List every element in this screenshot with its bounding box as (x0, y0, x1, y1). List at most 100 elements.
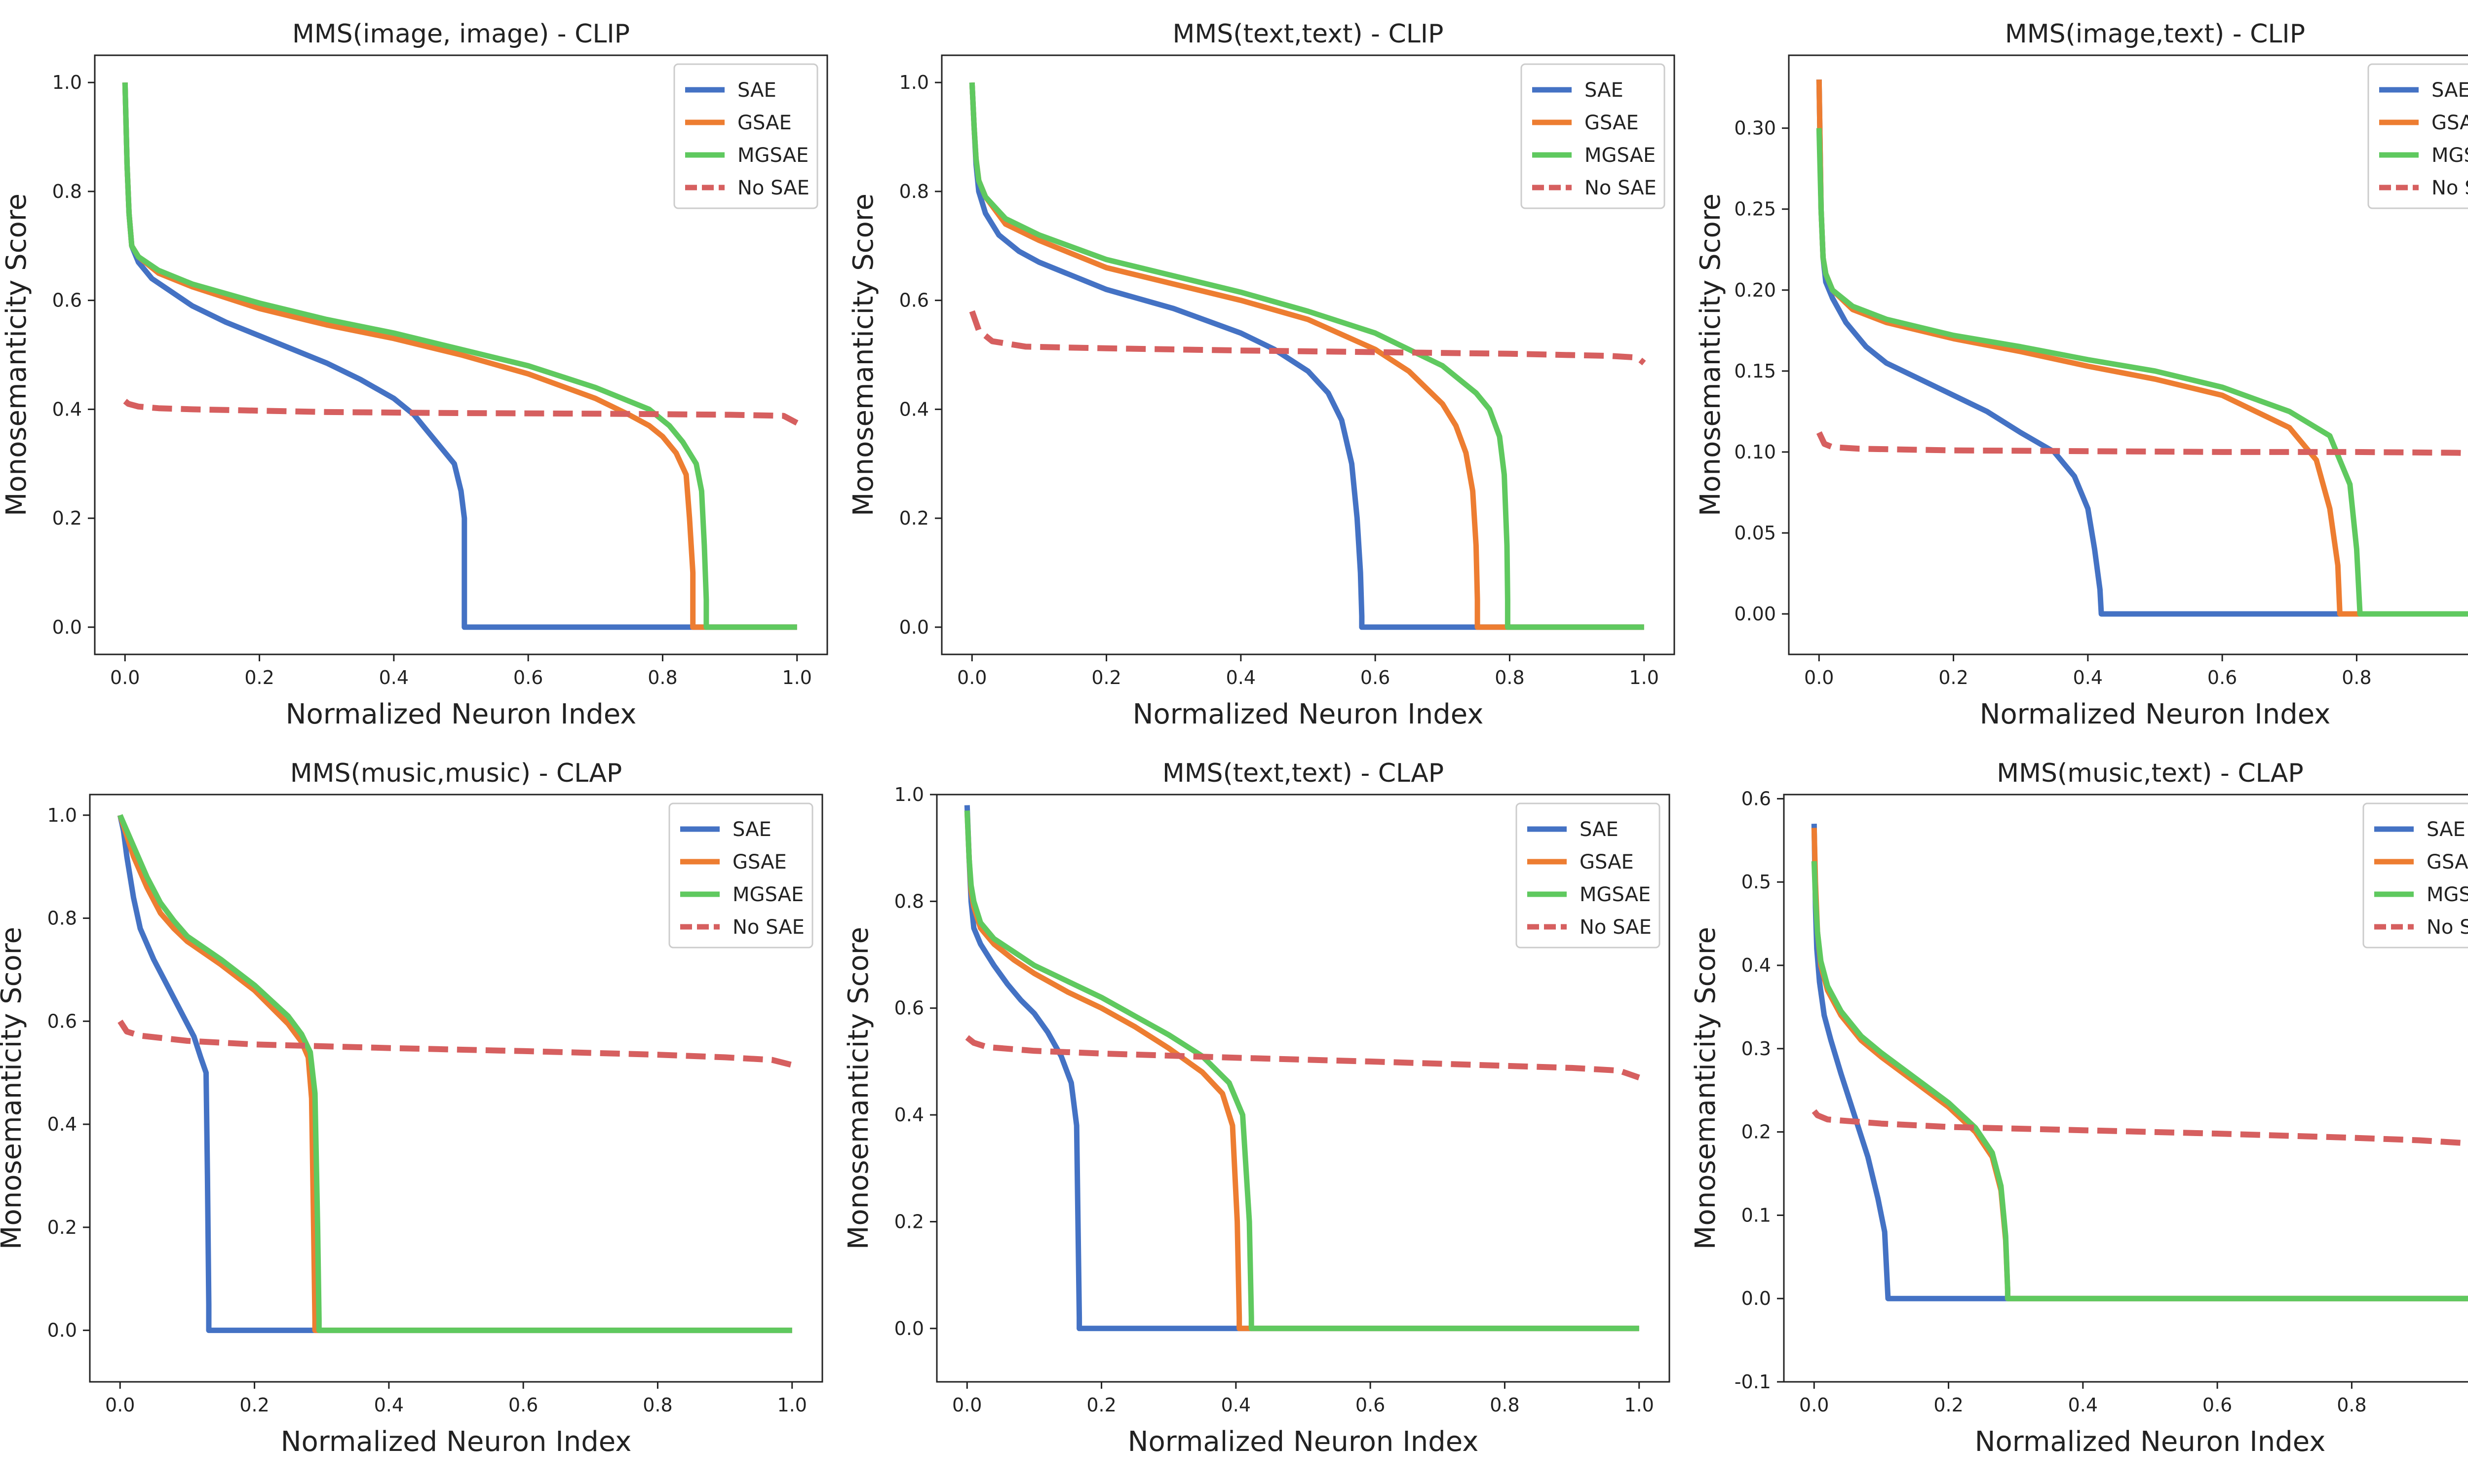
x-tick-label: 0.0 (957, 667, 987, 688)
x-tick-label: 0.4 (2068, 1394, 2098, 1416)
legend-label-mgsae: MGSAE (737, 144, 809, 167)
y-tick-label: 1.0 (52, 72, 82, 93)
y-axis-label: Monosemanticity Score (843, 927, 875, 1250)
legend: SAE GSAE MGSAE No SAE (1520, 63, 1665, 209)
y-tick-label: 0.4 (899, 398, 929, 420)
y-tick-label: 0.4 (52, 398, 82, 420)
y-tick-label: 0.00 (1734, 603, 1776, 625)
x-tick-label: 0.0 (952, 1394, 982, 1416)
x-axis-label: Normalized Neuron Index (1133, 698, 1484, 730)
chart-title: MMS(music,text) - CLAP (1997, 759, 2303, 788)
y-tick-label: 1.0 (899, 72, 929, 93)
x-tick-label: 1.0 (1624, 1394, 1654, 1416)
x-tick-label: 0.2 (1086, 1394, 1116, 1416)
legend-label-sae: SAE (2431, 79, 2468, 102)
legend-label-gsae: GSAE (1584, 112, 1639, 134)
chart-panel-clip-image-text: MMS(image,text) - CLIP0.00.20.40.60.81.0… (1695, 19, 2468, 730)
y-tick-label: 0.0 (899, 616, 929, 638)
x-tick-label: 0.6 (1355, 1394, 1385, 1416)
x-tick-label: 0.0 (1804, 667, 1834, 688)
series-line-no-sae (123, 399, 799, 426)
series-line-sae (969, 82, 1644, 630)
chart-title: MMS(image,text) - CLIP (2005, 19, 2305, 49)
legend-label-sae: SAE (737, 79, 776, 102)
y-tick-label: 1.0 (894, 784, 924, 805)
y-tick-label: 0.2 (47, 1217, 77, 1238)
legend-label-sae: SAE (2427, 818, 2466, 841)
legend-label-mgsae: MGSAE (2427, 883, 2468, 906)
legend: SAE GSAE MGSAE No SAE (668, 802, 813, 949)
legend-label-no-sae: No SAE (2427, 916, 2468, 939)
legend-label-gsae: GSAE (1580, 851, 1634, 874)
x-tick-label: 0.4 (1221, 1394, 1251, 1416)
y-axis-label: Monosemanticity Score (1690, 927, 1722, 1250)
legend-label-gsae: GSAE (737, 112, 792, 134)
series-line-sae (964, 805, 1639, 1332)
legend-label-sae: SAE (1580, 818, 1619, 841)
legend-label-gsae: GSAE (2427, 851, 2468, 874)
y-tick-label: 0.8 (47, 908, 77, 929)
legend-label-no-sae: No SAE (733, 916, 805, 939)
y-tick-label: 0.0 (47, 1320, 77, 1341)
legend-label-gsae: GSAE (733, 851, 787, 874)
x-tick-label: 1.0 (782, 667, 812, 688)
x-tick-label: 0.8 (2342, 667, 2371, 688)
x-tick-label: 0.6 (2207, 667, 2237, 688)
series-group (1811, 824, 2468, 1301)
y-tick-label: 0.15 (1734, 360, 1776, 382)
y-tick-label: 0.8 (894, 890, 924, 912)
x-tick-label: 0.8 (643, 1394, 672, 1416)
y-tick-label: 0.8 (52, 181, 82, 202)
x-axis-label: Normalized Neuron Index (286, 698, 637, 730)
x-tick-label: 0.8 (1495, 667, 1524, 688)
y-tick-label: 0.0 (52, 616, 82, 638)
legend-label-mgsae: MGSAE (1580, 883, 1651, 906)
x-tick-label: 0.6 (508, 1394, 538, 1416)
x-tick-label: 0.2 (1933, 1394, 1963, 1416)
chart-title: MMS(image, image) - CLIP (292, 19, 630, 49)
series-line-mgsae (969, 82, 1644, 630)
y-tick-label: 0.0 (894, 1318, 924, 1339)
series-group (117, 814, 793, 1333)
series-line-no-sae (969, 310, 1646, 366)
plot-frame (1783, 794, 2468, 1383)
legend-label-mgsae: MGSAE (2431, 144, 2468, 167)
y-axis-label: Monosemanticity Score (1695, 193, 1727, 516)
chart-panel-clap-text-text: MMS(text,text) - CLAP 0.0 0.2 0.4 0.6 0.8 1.0 0… (843, 759, 1670, 1458)
plot-frame (94, 54, 828, 655)
series-line-mgsae (1811, 861, 2468, 1301)
y-tick-label: 0.1 (1741, 1204, 1771, 1226)
y-tick-label: 0.6 (47, 1010, 77, 1032)
series-line-gsae (117, 814, 792, 1333)
x-tick-label: 0.8 (2337, 1394, 2366, 1416)
y-tick-label: 0.8 (899, 181, 929, 202)
legend-frame (668, 802, 813, 949)
x-tick-label: 0.4 (374, 1394, 404, 1416)
y-tick-label: 0.0 (1741, 1288, 1771, 1309)
series-group (964, 805, 1640, 1332)
x-tick-label: 0.2 (1091, 667, 1121, 688)
x-axis-label: Normalized Neuron Index (1128, 1426, 1479, 1458)
plot-frame (1788, 54, 2468, 655)
series-line-mgsae (117, 814, 792, 1333)
x-tick-label: 0.6 (513, 667, 543, 688)
y-tick-label: 0.3 (1741, 1038, 1771, 1060)
series-line-mgsae (1816, 128, 2468, 617)
x-tick-label: 0.0 (1799, 1394, 1829, 1416)
y-tick-label: -0.1 (1735, 1371, 1771, 1393)
legend-label-sae: SAE (1584, 79, 1623, 102)
legend-label-sae: SAE (733, 818, 771, 841)
x-axis-label: Normalized Neuron Index (281, 1426, 632, 1458)
legend-label-mgsae: MGSAE (1584, 144, 1656, 167)
legend-frame (2367, 63, 2468, 209)
chart-panel-clip-image-image: MMS(image, image) - CLIP 0.0 0.2 0.4 0.6 0.8 1… (0, 19, 828, 730)
series-line-no-sae (1812, 1109, 2468, 1146)
x-tick-label: 0.6 (2202, 1394, 2232, 1416)
y-tick-label: 0.2 (1741, 1121, 1771, 1143)
x-tick-label: 0.0 (105, 1394, 135, 1416)
plot-frame (89, 794, 823, 1383)
chart-title: MMS(music,music) - CLAP (290, 759, 622, 788)
y-tick-label: 0.6 (899, 290, 929, 311)
y-axis-label: Monosemanticity Score (0, 927, 28, 1250)
